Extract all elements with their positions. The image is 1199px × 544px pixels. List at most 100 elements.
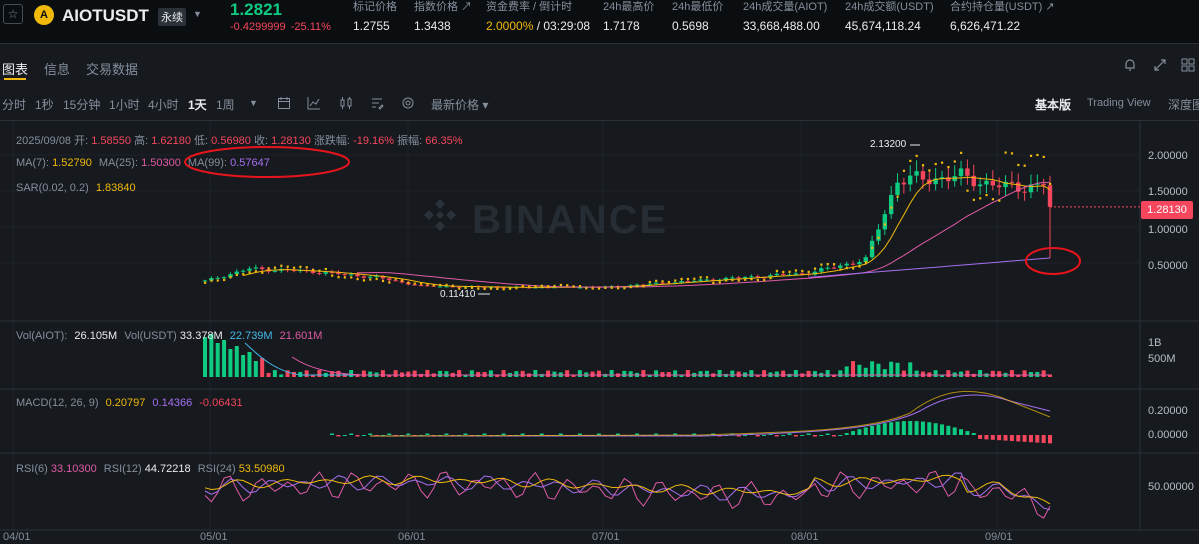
settings-icon[interactable] [401,96,415,110]
candle-body [876,229,881,241]
watermark-text: BINANCE [472,198,669,242]
low-price-marker: 0.11410 [440,289,476,300]
volume-bar [291,371,296,377]
sar-dot [248,271,251,274]
volume-bar [304,370,309,377]
volume-info-row: Vol(AIOT): 26.105M Vol(USDT) 33.378M 22.… [16,330,322,342]
macd-histogram-bar [844,433,849,435]
tab-chart[interactable]: 图表 [2,62,29,77]
sar-dot [699,276,702,279]
sar-value: 1.83840 [95,182,136,194]
macd-histogram-bar [330,433,335,435]
macd-histogram-bar [819,435,824,436]
view-depth[interactable]: 深度图 [1168,98,1199,112]
view-tradingview[interactable]: Trading View [1087,97,1151,109]
ticker-header: ☆ A AIOTUSDT 永续 ▼ 1.2821 -0.4299999 -25.… [0,0,1199,44]
sar-dot [591,287,594,290]
candle-body [660,282,665,284]
macd-histogram-bar [342,435,347,436]
sar-dot [553,284,556,288]
calendar-icon[interactable] [277,96,291,110]
drawing-tools-icon[interactable] [370,96,384,110]
candle-body [692,280,697,282]
sar-dot [648,280,651,284]
volume-bar [914,370,919,377]
contract-type-badge: 永续 [158,8,186,26]
grid-icon[interactable] [1181,58,1195,72]
sar-dot [636,285,639,288]
sar-dot [979,197,982,200]
price-change: -0.4299999 -25.11% [230,21,331,33]
interval-1h[interactable]: 1小时 [109,98,140,112]
interval-4h[interactable]: 4小时 [148,98,179,112]
sar-dot [661,280,664,283]
active-tab-indicator [4,78,26,80]
candle-body [387,278,392,281]
sar-dot [312,268,315,272]
volume-bar [1048,374,1052,377]
volume-bar [774,371,779,377]
candle-body [946,177,951,182]
sar-dot [604,286,607,290]
more-intervals-chevron-icon[interactable]: ▼ [249,98,258,108]
sar-label: SAR(0.02, 0.2) [16,182,89,194]
macd-histogram-bar [425,433,430,435]
stat-open-interest[interactable]: 合约持仓量(USDT) ↗ 6,626,471.22 [950,0,1055,33]
symbol-name[interactable]: AIOTUSDT [62,6,149,25]
chart-toolbar: 分时 1秒 15分钟 1小时 4小时 1天 1周 ▼ 最新价格 ▾ 基本版 Tr… [0,92,1199,116]
sar-dot [915,154,918,157]
sar-dot [451,284,454,287]
stat-value: 2.0000% / 03:29:08 [486,19,590,33]
volume-bar [349,370,354,377]
macd-histogram-bar [908,421,913,435]
price-chart[interactable] [0,121,1199,544]
sar-dot [502,288,505,291]
interval-1w[interactable]: 1周 [216,98,235,112]
sar-dot [775,269,779,273]
candle-body [933,178,938,185]
tab-trading-data[interactable]: 交易数据 [86,62,139,77]
macd-histogram-bar [825,433,830,435]
macd-histogram-bar [501,433,506,435]
candle-body [253,267,259,269]
candle-type-icon[interactable] [339,96,353,110]
sar-dot [953,160,956,163]
volume-bar [730,370,735,377]
candle-body [780,273,786,275]
bell-icon[interactable] [1123,58,1137,72]
sar-dot [337,276,340,279]
high-price-marker: 2.13200 [870,139,907,150]
candle-body [399,280,405,283]
chevron-down-icon[interactable]: ▼ [193,9,202,19]
expand-icon[interactable] [1153,58,1167,72]
sar-dot [667,280,670,284]
stat-index-price[interactable]: 指数价格 ↗ 1.3438 [414,0,472,33]
ma7-value: 1.52790 [52,157,92,169]
candle-body [221,277,227,279]
indicator-icon[interactable] [307,96,321,110]
sar-dot [540,284,543,287]
sar-dot [420,282,423,285]
interval-15m[interactable]: 15分钟 [63,98,101,112]
volume-bar [368,371,373,377]
interval-1d[interactable]: 1天 [188,98,207,112]
macd-histogram-bar [368,433,373,435]
price-type-select[interactable]: 最新价格 ▾ [431,98,489,112]
volume-bar [876,363,881,377]
x-axis-label: 05/01 [200,531,228,543]
x-axis-label: 08/01 [791,531,819,543]
candle-body [482,287,487,289]
macd-histogram-bar [673,433,678,435]
interval-1s[interactable]: 1秒 [35,98,54,112]
view-basic[interactable]: 基本版 [1035,98,1072,112]
macd-histogram-bar [882,423,887,435]
macd-histogram-bar [1035,435,1040,443]
macd-histogram-bar [1041,435,1046,443]
stat-funding-rate: 资金费率 / 倒计时 2.0000% / 03:29:08 [486,0,590,33]
candle-body [996,185,1002,188]
vol-label: Vol(AIOT): [16,330,68,342]
sar-dot [229,276,232,279]
tab-info[interactable]: 信息 [44,62,71,77]
favorite-star-icon[interactable]: ☆ [3,4,23,24]
interval-timeline[interactable]: 分时 [2,98,27,112]
